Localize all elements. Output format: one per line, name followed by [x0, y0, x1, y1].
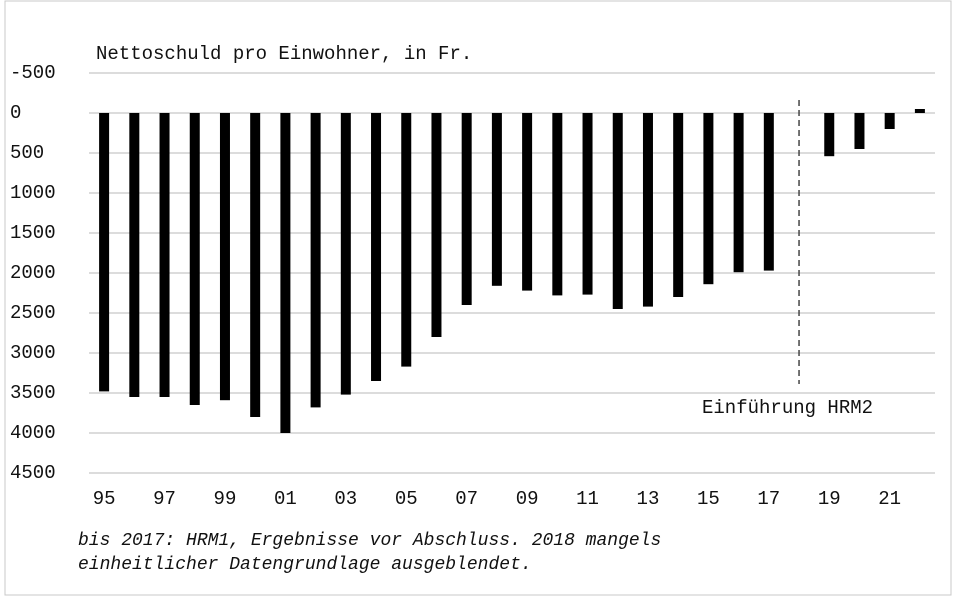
x-tick-label: 07	[455, 488, 478, 510]
bar	[159, 113, 170, 397]
y-tick-label: 4500	[10, 462, 56, 484]
bar	[673, 113, 684, 297]
bar	[401, 113, 412, 367]
bar	[522, 113, 533, 291]
bar	[824, 113, 835, 157]
bar	[371, 113, 382, 381]
y-tick-label: 3000	[10, 342, 56, 364]
y-tick-label: 500	[10, 142, 44, 164]
bar	[129, 113, 140, 397]
y-tick-label: 1000	[10, 182, 56, 204]
x-tick-label: 01	[274, 488, 297, 510]
bar	[310, 113, 321, 408]
x-tick-label: 11	[576, 488, 599, 510]
annotation: Einführung HRM2	[702, 397, 873, 419]
x-tick-label: 19	[818, 488, 841, 510]
bar	[612, 113, 623, 309]
bar	[189, 113, 200, 405]
chart-title: Nettoschuld pro Einwohner, in Fr.	[96, 43, 472, 65]
x-tick-label: 13	[637, 488, 660, 510]
y-tick-label: 0	[10, 102, 21, 124]
bar	[431, 113, 442, 337]
x-tick-label: 97	[153, 488, 176, 510]
bar	[219, 113, 230, 401]
x-tick-label: 03	[334, 488, 357, 510]
bar	[250, 113, 261, 417]
bar	[733, 113, 744, 273]
x-tick-label: 09	[516, 488, 539, 510]
y-tick-label: -500	[10, 62, 56, 84]
bar	[280, 113, 291, 433]
bar	[884, 113, 895, 129]
bar	[552, 113, 563, 296]
bar	[582, 113, 593, 295]
y-tick-label: 1500	[10, 222, 56, 244]
x-tick-label: 05	[395, 488, 418, 510]
bar	[854, 113, 865, 149]
bar	[703, 113, 714, 285]
y-tick-label: 3500	[10, 382, 56, 404]
bar	[491, 113, 502, 286]
bar	[99, 113, 110, 392]
frame	[4, 0, 952, 596]
x-tick-label: 15	[697, 488, 720, 510]
bar	[340, 113, 351, 395]
bar	[461, 113, 472, 305]
bar	[914, 109, 925, 113]
bar	[642, 113, 653, 307]
bar	[763, 113, 774, 271]
footnote: bis 2017: HRM1, Ergebnisse vor Abschluss…	[78, 531, 661, 551]
x-tick-label: 95	[93, 488, 116, 510]
x-tick-label: 21	[878, 488, 901, 510]
y-tick-label: 2000	[10, 262, 56, 284]
x-tick-label: 17	[757, 488, 780, 510]
y-tick-label: 4000	[10, 422, 56, 444]
x-tick-label: 99	[214, 488, 237, 510]
y-tick-label: 2500	[10, 302, 56, 324]
footnote: einheitlicher Datengrundlage ausgeblende…	[78, 555, 532, 575]
